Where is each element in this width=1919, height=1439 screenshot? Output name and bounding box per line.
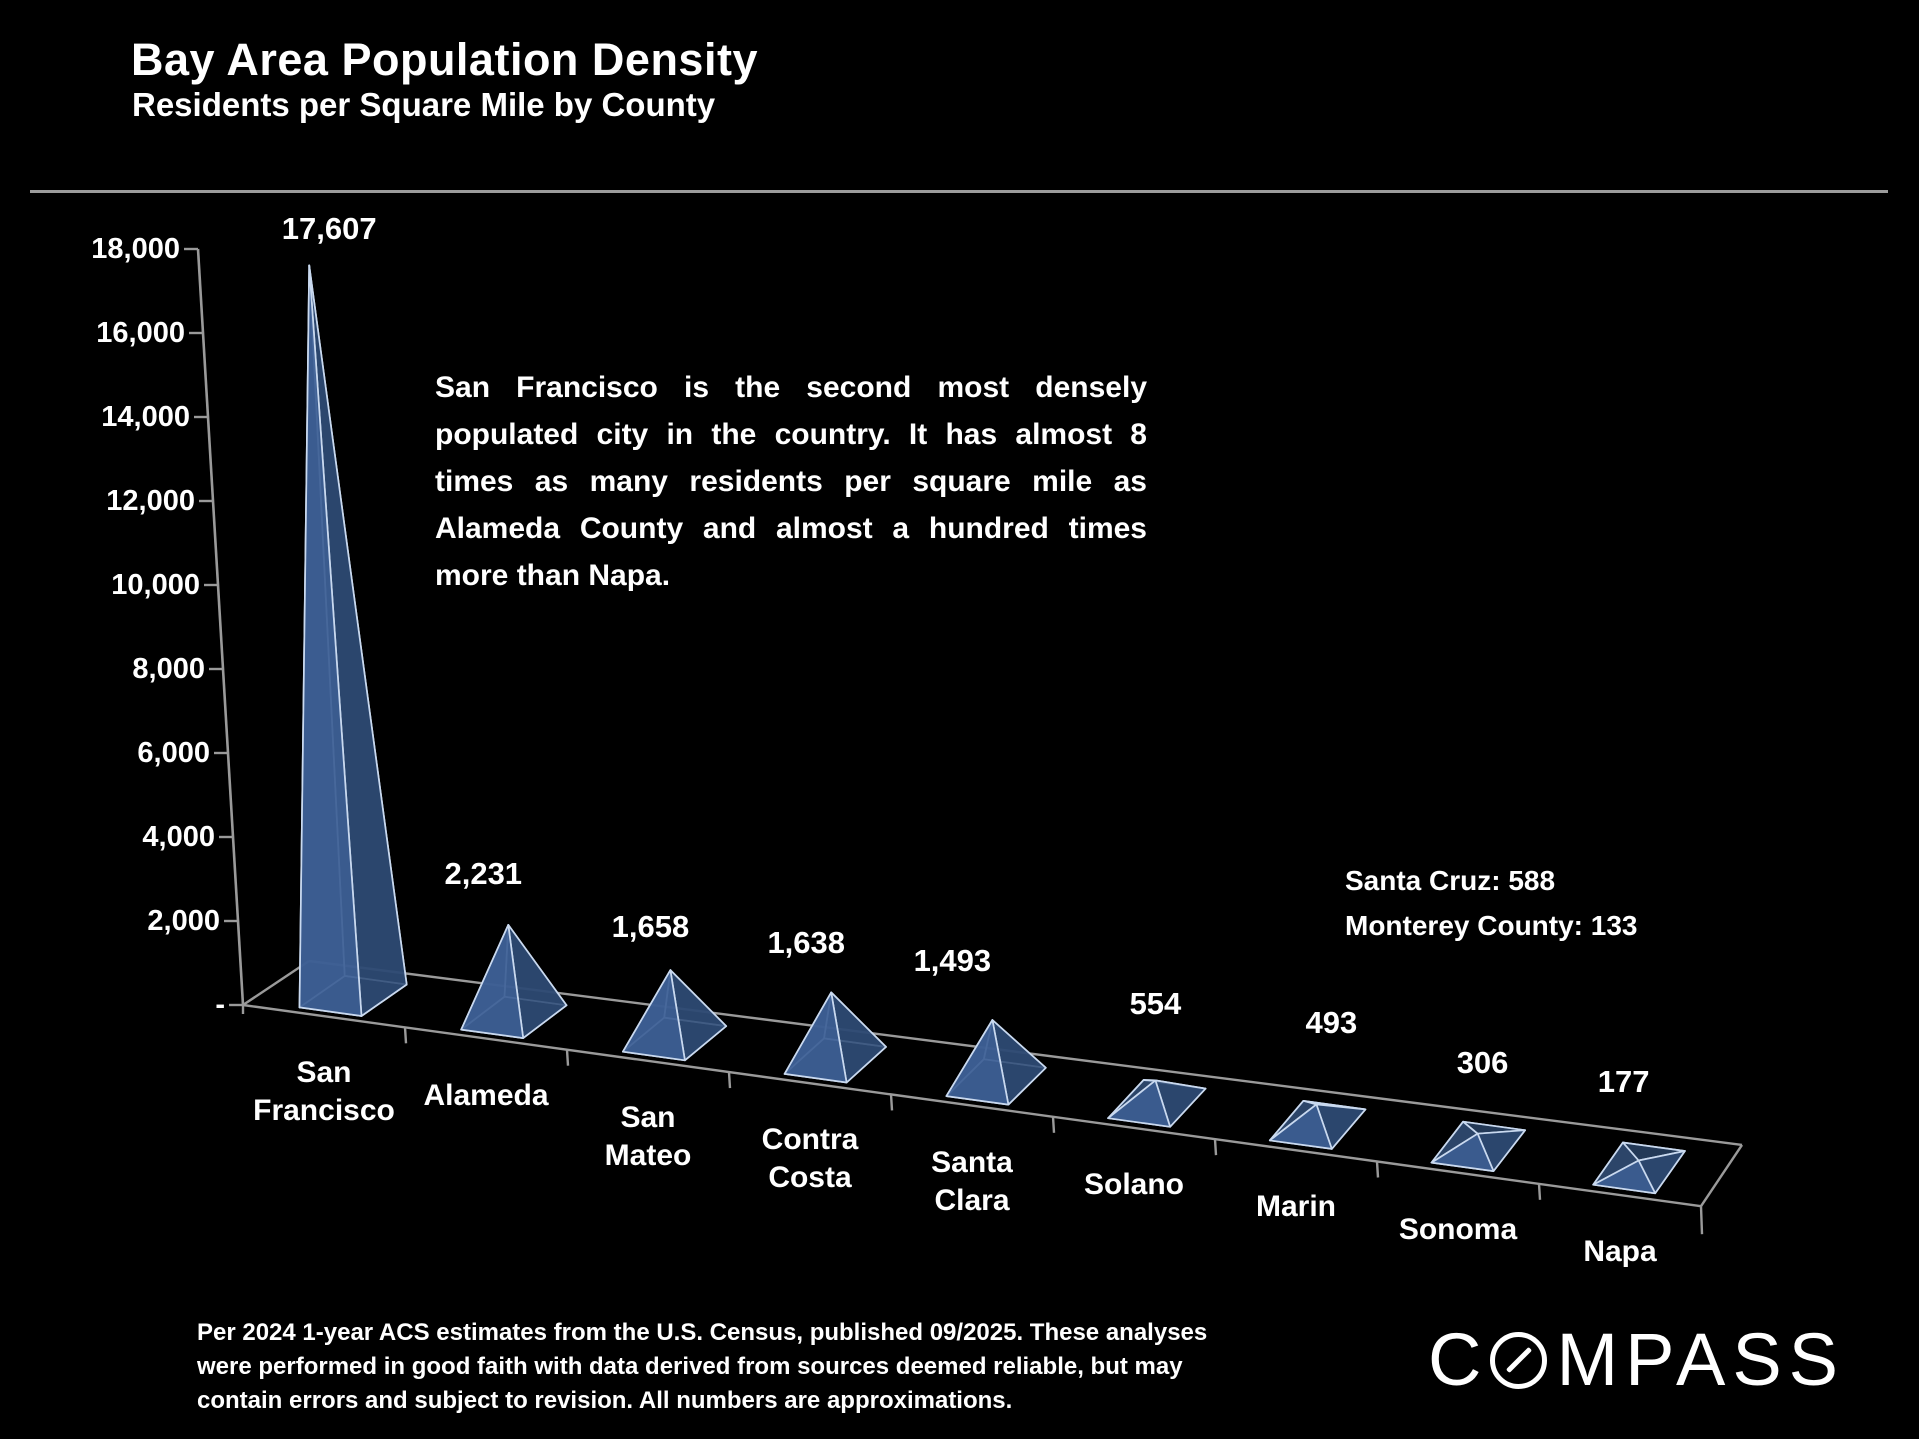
category-axis-tick	[1375, 1161, 1380, 1178]
category-label-san-mateo: San Mateo	[523, 1099, 773, 1175]
category-label-line: Francisco	[253, 1094, 395, 1128]
pyramid-front-face-san-francisco	[298, 264, 363, 1017]
title-divider	[30, 190, 1888, 193]
compass-logo: C MPASS	[1428, 1322, 1845, 1398]
pyramid-front-face-san-mateo	[622, 969, 686, 1062]
value-axis-line	[196, 248, 245, 1006]
category-label-line: Clara	[934, 1183, 1010, 1217]
category-label-line: Napa	[1583, 1235, 1657, 1269]
y-tick-label: 16,000	[96, 317, 185, 349]
side-note-monterey: Monterey County: 133	[1345, 910, 1638, 941]
floor-left-edge	[242, 960, 310, 1006]
category-label-line: Costa	[768, 1161, 852, 1195]
y-tick-label: 2,000	[147, 905, 220, 937]
annotation-line: times as many residents per square mile …	[435, 465, 1147, 498]
y-tick-label: 14,000	[101, 401, 190, 433]
page-title: Bay Area Population Density	[131, 34, 758, 85]
category-label-santa-clara: Santa Clara	[847, 1144, 1097, 1220]
value-label-napa: 177	[1597, 1063, 1650, 1099]
logo-letter-c: C	[1428, 1318, 1489, 1401]
category-axis-tick	[889, 1094, 894, 1111]
category-label-line: San	[620, 1100, 676, 1134]
category-axis-tick	[1213, 1139, 1218, 1156]
pyramid-front-face-santa-clara	[945, 1019, 1010, 1106]
floor-front-edge	[242, 1003, 1702, 1208]
disclaimer-line: were performed in good faith with data d…	[197, 1353, 1183, 1380]
category-label-line: Mateo	[604, 1138, 692, 1172]
pyramid-front-face-napa	[1592, 1159, 1657, 1195]
disclaimer-text: Per 2024 1-year ACS estimates from the U…	[197, 1316, 1207, 1418]
category-label-line: San	[296, 1056, 352, 1090]
annotation-callout: San Francisco is the second most densely…	[435, 364, 1147, 599]
category-label-contra-costa: Contra Costa	[685, 1121, 935, 1197]
category-label-line: Solano	[1083, 1167, 1184, 1201]
y-tick-label: 12,000	[106, 485, 195, 517]
value-label-san-francisco: 17,607	[281, 211, 377, 247]
pyramid-front-face-sonoma	[1430, 1132, 1495, 1172]
category-axis-tick	[565, 1049, 570, 1066]
logo-letters-rest: MPASS	[1556, 1318, 1846, 1401]
y-tick-label: 10,000	[111, 569, 200, 601]
compass-needle-icon	[1505, 1346, 1533, 1374]
category-label-solano: Solano	[1009, 1166, 1259, 1204]
value-label-solano: 554	[1129, 986, 1182, 1022]
category-label-line: Marin	[1255, 1190, 1336, 1224]
value-label-contra-costa: 1,638	[767, 925, 846, 961]
disclaimer-line: contain errors and subject to revision. …	[197, 1387, 1013, 1414]
value-label-marin: 493	[1305, 1005, 1358, 1041]
pyramid-front-face-marin	[1268, 1103, 1333, 1150]
y-tick-label: -	[215, 989, 225, 1021]
category-axis-tick	[727, 1071, 732, 1089]
category-label-line: Sonoma	[1398, 1212, 1518, 1246]
compass-ring-icon	[1490, 1331, 1548, 1389]
value-label-sonoma: 306	[1456, 1044, 1509, 1080]
side-note-santa-cruz: Santa Cruz: 588	[1345, 865, 1556, 896]
category-axis-tick	[1537, 1183, 1542, 1200]
category-label-napa: Napa	[1495, 1233, 1745, 1271]
page-subtitle: Residents per Square Mile by County	[132, 86, 716, 123]
value-label-santa-clara: 1,493	[913, 942, 992, 978]
category-label-line: Alameda	[423, 1078, 549, 1112]
category-label-line: Contra	[761, 1123, 859, 1157]
category-axis-tick	[1699, 1206, 1704, 1235]
category-label-line: Santa	[931, 1145, 1013, 1179]
y-tick-label: 6,000	[137, 737, 210, 769]
pyramid-front-face-contra-costa	[783, 991, 848, 1084]
annotation-line: more than Napa.	[435, 559, 671, 592]
pyramid-front-face-alameda	[460, 924, 525, 1039]
disclaimer-line: Per 2024 1-year ACS estimates from the U…	[197, 1319, 1208, 1346]
floor-right-edge	[1700, 1144, 1744, 1207]
side-note: Santa Cruz: 588 Monterey County: 133	[1345, 858, 1638, 948]
category-label-san-francisco: San Francisco	[199, 1054, 449, 1130]
value-label-san-mateo: 1,658	[611, 909, 690, 945]
category-label-marin: Marin	[1171, 1188, 1421, 1226]
category-label-sonoma: Sonoma	[1333, 1211, 1583, 1249]
annotation-line: San Francisco is the second most densely	[435, 371, 1147, 404]
y-tick-label: 4,000	[142, 821, 215, 853]
y-tick-label: 18,000	[91, 233, 180, 265]
annotation-line: populated city in the country. It has al…	[435, 418, 1147, 451]
y-tick-label: 8,000	[132, 653, 205, 685]
value-label-alameda: 2,231	[444, 855, 523, 891]
category-label-alameda: Alameda	[361, 1077, 611, 1115]
pyramid-front-face-solano	[1107, 1079, 1171, 1128]
category-axis-tick	[403, 1027, 408, 1044]
annotation-line: Alameda County and almost a hundred time…	[435, 512, 1147, 545]
category-axis-tick	[1051, 1116, 1056, 1133]
